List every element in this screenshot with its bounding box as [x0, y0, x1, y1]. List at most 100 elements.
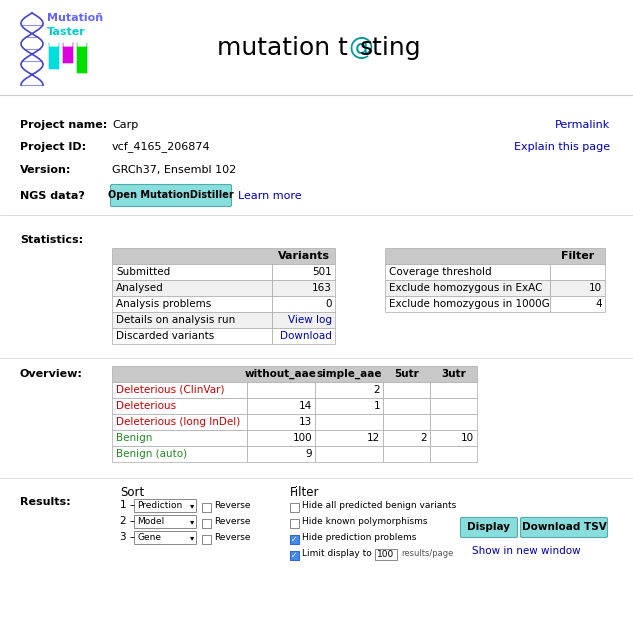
Text: View log: View log [288, 315, 332, 325]
Text: NGS data?: NGS data? [20, 191, 85, 201]
Bar [430, 414, 477, 430]
Text: 13: 13 [299, 417, 312, 427]
Text: Analysis problems: Analysis problems [116, 299, 211, 309]
Bar [290, 503, 299, 512]
Bar [202, 535, 211, 544]
Bar [112, 430, 247, 446]
Bar [247, 382, 315, 398]
Bar [272, 280, 335, 296]
Text: Coverage threshold: Coverage threshold [389, 267, 492, 277]
Text: Analysed: Analysed [116, 283, 164, 293]
Text: Benign (auto): Benign (auto) [116, 449, 187, 459]
Text: Project name:: Project name: [20, 120, 107, 130]
Text: Project ID:: Project ID: [20, 142, 86, 152]
Text: 10: 10 [461, 433, 474, 443]
Bar [375, 549, 397, 560]
Text: Explain this page: Explain this page [514, 142, 610, 152]
Bar [247, 446, 315, 462]
Text: Deleterious (ClinVar): Deleterious (ClinVar) [116, 385, 225, 395]
Bar [272, 312, 335, 328]
Bar [383, 430, 430, 446]
Text: Exclude homozygous in ExAC: Exclude homozygous in ExAC [389, 283, 542, 293]
FancyBboxPatch shape [50, 42, 58, 46]
Bar [290, 551, 299, 560]
Bar [202, 519, 211, 528]
Bar [290, 535, 299, 544]
Bar [385, 248, 605, 264]
Bar [385, 264, 550, 280]
FancyBboxPatch shape [63, 43, 73, 63]
Text: Model: Model [137, 517, 164, 526]
Text: Details on analysis run: Details on analysis run [116, 315, 235, 325]
Text: Sort: Sort [120, 486, 144, 498]
Bar [112, 398, 247, 414]
Bar [430, 382, 477, 398]
Bar [430, 398, 477, 414]
Text: sting: sting [360, 36, 422, 60]
Text: Show in new window: Show in new window [472, 546, 580, 556]
Bar [134, 531, 196, 544]
Text: Filter: Filter [561, 251, 594, 261]
Text: Reverse: Reverse [214, 517, 251, 526]
Bar [383, 398, 430, 414]
Text: Hide all predicted benign variants: Hide all predicted benign variants [302, 501, 456, 510]
Bar [430, 446, 477, 462]
Text: 9: 9 [305, 449, 312, 459]
Text: 2: 2 [420, 433, 427, 443]
Text: Filter: Filter [290, 486, 320, 498]
FancyBboxPatch shape [64, 42, 72, 46]
Bar [315, 446, 383, 462]
Text: 4: 4 [596, 299, 602, 309]
Text: mutation t: mutation t [217, 36, 348, 60]
Text: Reverse: Reverse [214, 533, 251, 542]
Text: ▾: ▾ [190, 517, 194, 526]
Text: Hide known polymorphisms: Hide known polymorphisms [302, 517, 427, 526]
Text: vcf_4165_206874: vcf_4165_206874 [112, 141, 211, 153]
Bar [247, 430, 315, 446]
Text: Discarded variants: Discarded variants [116, 331, 214, 341]
Bar [272, 264, 335, 280]
Text: Open MutationDistiller: Open MutationDistiller [108, 190, 234, 200]
Bar [272, 296, 335, 312]
Text: Display: Display [468, 523, 510, 533]
Text: Taster: Taster [47, 27, 85, 37]
Text: Statistics:: Statistics: [20, 235, 83, 245]
Text: 2 –: 2 – [120, 516, 135, 526]
Bar [383, 446, 430, 462]
Text: Benign: Benign [116, 433, 153, 443]
Text: Reverse: Reverse [214, 501, 251, 510]
Text: simple_aae: simple_aae [316, 369, 382, 379]
Text: 1 –: 1 – [120, 500, 135, 510]
Text: ✓: ✓ [291, 535, 298, 544]
Text: Carp: Carp [112, 120, 138, 130]
Bar [247, 414, 315, 430]
Bar [315, 414, 383, 430]
Text: 1: 1 [373, 401, 380, 411]
Bar [112, 248, 335, 264]
Text: 3utr: 3utr [441, 369, 466, 379]
Text: 501: 501 [312, 267, 332, 277]
Text: Results:: Results: [20, 497, 71, 507]
Text: Learn more: Learn more [238, 191, 302, 201]
FancyBboxPatch shape [111, 185, 232, 207]
Bar [315, 398, 383, 414]
Bar [315, 382, 383, 398]
Text: @: @ [348, 36, 373, 60]
Text: ▾: ▾ [190, 533, 194, 542]
Bar [112, 366, 477, 382]
Bar [383, 414, 430, 430]
Text: 100: 100 [377, 550, 394, 559]
Bar [550, 280, 605, 296]
Text: Gene: Gene [137, 533, 161, 542]
Text: GRCh37, Ensembl 102: GRCh37, Ensembl 102 [112, 165, 236, 175]
Bar [550, 296, 605, 312]
Bar [112, 446, 247, 462]
FancyBboxPatch shape [460, 518, 518, 538]
Text: Limit display to: Limit display to [302, 549, 372, 558]
Text: 5utr: 5utr [394, 369, 419, 379]
Bar [134, 515, 196, 528]
Bar [112, 328, 272, 344]
Text: 163: 163 [312, 283, 332, 293]
Bar [202, 503, 211, 512]
Bar [247, 398, 315, 414]
